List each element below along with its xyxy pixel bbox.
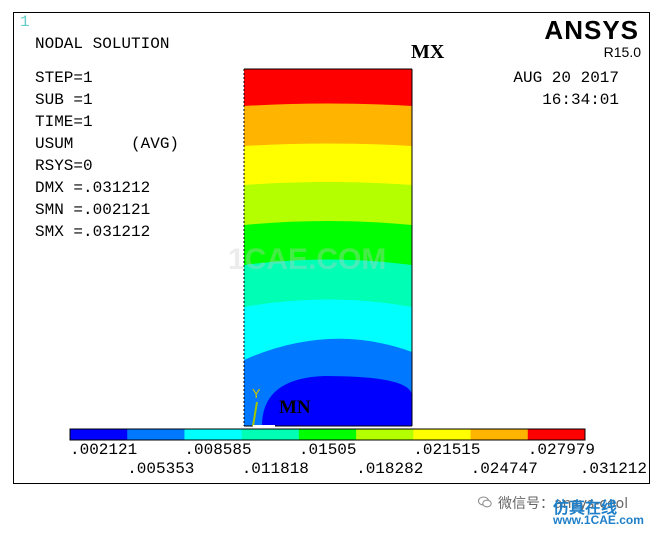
contour-bands xyxy=(244,69,412,426)
watermark-text: 1CAE.COM xyxy=(228,243,387,276)
legend-label-bottom: .018282 xyxy=(356,460,424,478)
legend-label-top: .008585 xyxy=(184,441,252,459)
site-url: www.1CAE.com xyxy=(553,513,644,527)
legend-swatch xyxy=(356,429,414,440)
legend-swatch xyxy=(527,429,586,440)
legend-bar xyxy=(70,429,586,440)
band-green xyxy=(244,221,412,268)
axis-y-label: Y xyxy=(252,387,261,403)
band-yellow xyxy=(244,143,412,188)
legend-swatch xyxy=(470,429,529,440)
wechat-icon xyxy=(478,496,492,508)
band-yellowgreen xyxy=(244,182,412,228)
solution-title: NODAL SOLUTION xyxy=(35,35,170,53)
legend-swatch xyxy=(413,429,472,440)
max-marker: MX xyxy=(411,41,445,63)
legend-swatch xyxy=(241,429,300,440)
legend-swatch xyxy=(298,429,357,440)
plot-time: 16:34:01 xyxy=(542,91,619,109)
rsys-line: RSYS=0 xyxy=(35,157,93,175)
legend-swatch xyxy=(127,429,185,440)
legend-label-top: .021515 xyxy=(413,441,481,459)
sub-line: SUB =1 xyxy=(35,91,93,109)
min-marker: MN xyxy=(279,397,311,418)
window-number: 1 xyxy=(20,13,30,31)
legend-swatch xyxy=(184,429,243,440)
legend-swatch xyxy=(70,429,128,440)
legend-label-bottom: .031212 xyxy=(579,460,648,478)
time-line: TIME=1 xyxy=(35,113,93,131)
ansys-release: R15.0 xyxy=(603,44,641,60)
band-red xyxy=(244,69,412,109)
legend-label-top: .01505 xyxy=(298,441,357,459)
smn-line: SMN =.002121 xyxy=(35,201,151,219)
plot-date: AUG 20 2017 xyxy=(513,69,619,87)
ansys-logo: ANSYS xyxy=(544,15,639,45)
wechat-id-text: 微信号：ansys-cool xyxy=(498,496,629,512)
legend-label-top: .027979 xyxy=(527,441,596,459)
legend-label-bottom: .024747 xyxy=(470,460,538,478)
site-brand: 仿真在线 xyxy=(553,498,618,517)
axis-triad-y xyxy=(252,401,258,427)
legend-label-bottom: .005353 xyxy=(127,460,195,478)
smx-line: SMX =.031212 xyxy=(35,223,151,241)
legend-label-top: .002121 xyxy=(70,441,138,459)
legend-border xyxy=(69,428,586,441)
usum-line: USUM (AVG) xyxy=(35,135,180,153)
step-line: STEP=1 xyxy=(35,69,93,87)
band-cyangreen xyxy=(244,259,412,310)
band-orange xyxy=(244,103,412,149)
band-blue xyxy=(262,376,412,426)
dmx-line: DMX =.031212 xyxy=(35,179,151,197)
legend-label-bottom: .011818 xyxy=(241,460,309,478)
